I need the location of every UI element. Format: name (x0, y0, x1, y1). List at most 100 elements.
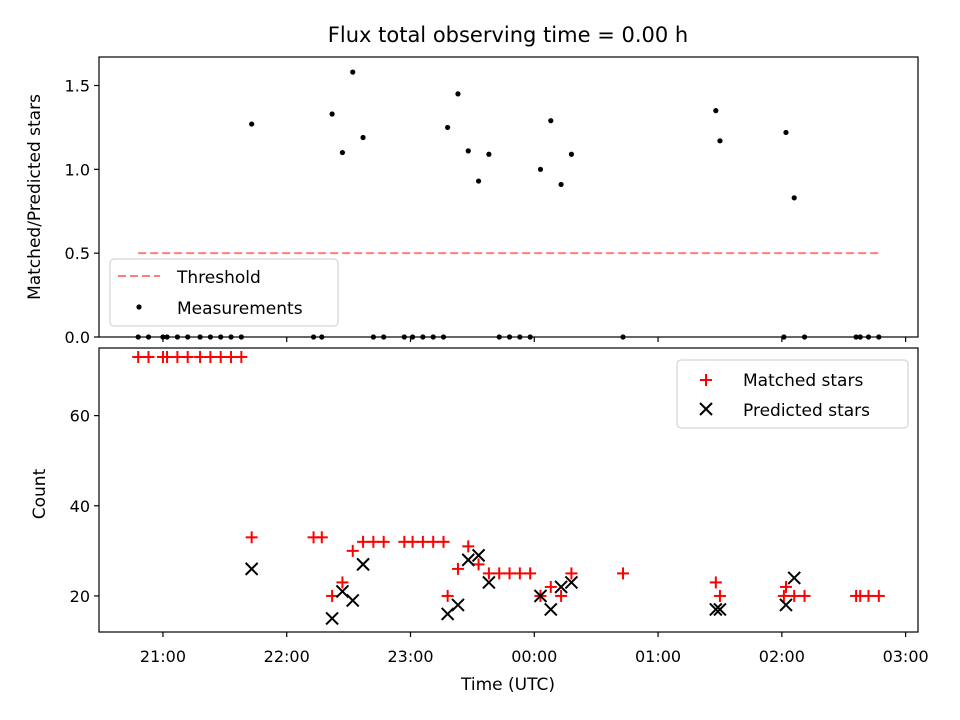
bottom-y-axis-label: Count (30, 468, 50, 519)
predicted-star-point (544, 602, 558, 617)
legend-measurements-swatch (136, 304, 142, 310)
predicted-star-point (461, 553, 475, 567)
matched-star-point (862, 589, 875, 602)
top-legend: Threshold Measurements (109, 258, 339, 327)
matched-star-point (451, 562, 464, 575)
matched-star-point (872, 589, 885, 602)
x-tick-label: 21:00 (140, 647, 186, 666)
measurement-point (360, 134, 366, 141)
matched-star-point (326, 589, 339, 602)
top-y-tick-label: 1.5 (65, 77, 90, 96)
x-tick-label: 23:00 (387, 647, 433, 666)
matched-star-point (472, 558, 485, 571)
bottom-panel-marks (132, 351, 885, 626)
predicted-star-point (325, 611, 339, 626)
matched-star-point (336, 576, 349, 589)
predicted-star-point (713, 602, 727, 617)
legend-threshold-label: Threshold (176, 268, 261, 288)
measurement-point (455, 91, 461, 97)
matched-star-point (346, 544, 359, 557)
matched-star-point (493, 567, 506, 580)
matched-star-point (367, 535, 380, 548)
bottom-y-tick-label: 40 (70, 497, 90, 516)
matched-star-point (616, 567, 629, 580)
matched-star-point (544, 580, 557, 593)
measurement-point (717, 138, 723, 144)
matched-star-point (357, 535, 370, 548)
x-tick-label: 02:00 (759, 647, 805, 666)
matched-star-point (245, 531, 258, 544)
predicted-star-point (471, 548, 486, 563)
predicted-star-point (244, 562, 259, 576)
matched-star-point (462, 540, 475, 553)
matched-star-point (713, 589, 726, 602)
legend-matched-swatch (700, 374, 712, 386)
matched-star-point (788, 589, 801, 602)
measurement-point (475, 178, 482, 184)
matched-star-point (214, 351, 227, 364)
measurement-point (329, 111, 335, 117)
predicted-star-point (779, 598, 793, 612)
matched-star-point (161, 351, 174, 364)
measurement-point (558, 181, 564, 188)
measurement-point (713, 108, 719, 114)
chart-title: Flux total observing time = 0.00 h (328, 23, 688, 47)
top-y-tick-label: 1.0 (65, 160, 90, 179)
matched-star-point (482, 567, 495, 580)
measurement-point (783, 129, 789, 136)
bottom-axes: 20 40 60 21:00 22:00 23:00 00:00 01:00 02:00 03:0… (70, 407, 929, 666)
top-y-axis-label: Matched/Predicted stars (25, 94, 45, 300)
legend-matched-label: Matched stars (743, 371, 863, 391)
matched-star-point (524, 567, 537, 580)
predicted-star-point (564, 575, 579, 590)
bottom-legend: Matched stars Predicted stars (676, 359, 909, 429)
x-tick-label: 01:00 (635, 647, 681, 666)
matched-star-point (204, 351, 217, 364)
predicted-star-point (709, 602, 723, 617)
matched-star-point (798, 589, 811, 602)
x-tick-label: 00:00 (511, 647, 557, 666)
matched-star-point (225, 351, 238, 364)
legend-predicted-label: Predicted stars (743, 401, 870, 421)
measurement-point (465, 148, 471, 154)
matched-star-point (565, 567, 578, 580)
legend-x-marker (699, 402, 713, 416)
bottom-y-tick-label: 60 (70, 407, 90, 426)
top-y-tick-label: 0.0 (65, 328, 90, 347)
predicted-star-point (356, 557, 370, 572)
matched-star-point (503, 567, 516, 580)
matched-star-point (709, 576, 722, 589)
matched-star-point (142, 351, 155, 364)
measurement-point (548, 118, 554, 124)
matched-star-point (777, 589, 790, 602)
measurement-point (339, 149, 346, 156)
measurement-point (537, 166, 544, 172)
matched-star-point (171, 351, 184, 364)
legend-measurements-label: Measurements (177, 299, 303, 319)
predicted-star-point (787, 571, 801, 585)
measurement-point (350, 69, 356, 75)
predicted-star-point (451, 598, 465, 612)
matched-star-point (437, 535, 450, 548)
matched-star-point (181, 351, 194, 364)
top-axes: 0.0 0.5 1.0 1.5 (65, 77, 907, 347)
bottom-legend-box (676, 359, 909, 429)
legend-plus-marker (700, 374, 712, 386)
top-y-tick-label: 0.5 (65, 244, 90, 263)
top-axes-frame (98, 56, 919, 338)
measurement-point (791, 195, 797, 201)
matched-star-point (513, 567, 526, 580)
predicted-star-point (346, 593, 360, 608)
x-tick-label: 03:00 (883, 647, 929, 666)
top-legend-box (109, 258, 339, 327)
matched-star-point (406, 535, 419, 548)
matched-star-point (235, 351, 248, 364)
matched-star-point (555, 589, 568, 602)
matched-star-point (779, 580, 792, 593)
matched-star-point (377, 535, 390, 548)
measurement-point (249, 121, 255, 127)
bottom-y-tick-label: 20 (70, 587, 90, 606)
predicted-star-point (482, 575, 496, 590)
matched-star-point (194, 351, 207, 364)
